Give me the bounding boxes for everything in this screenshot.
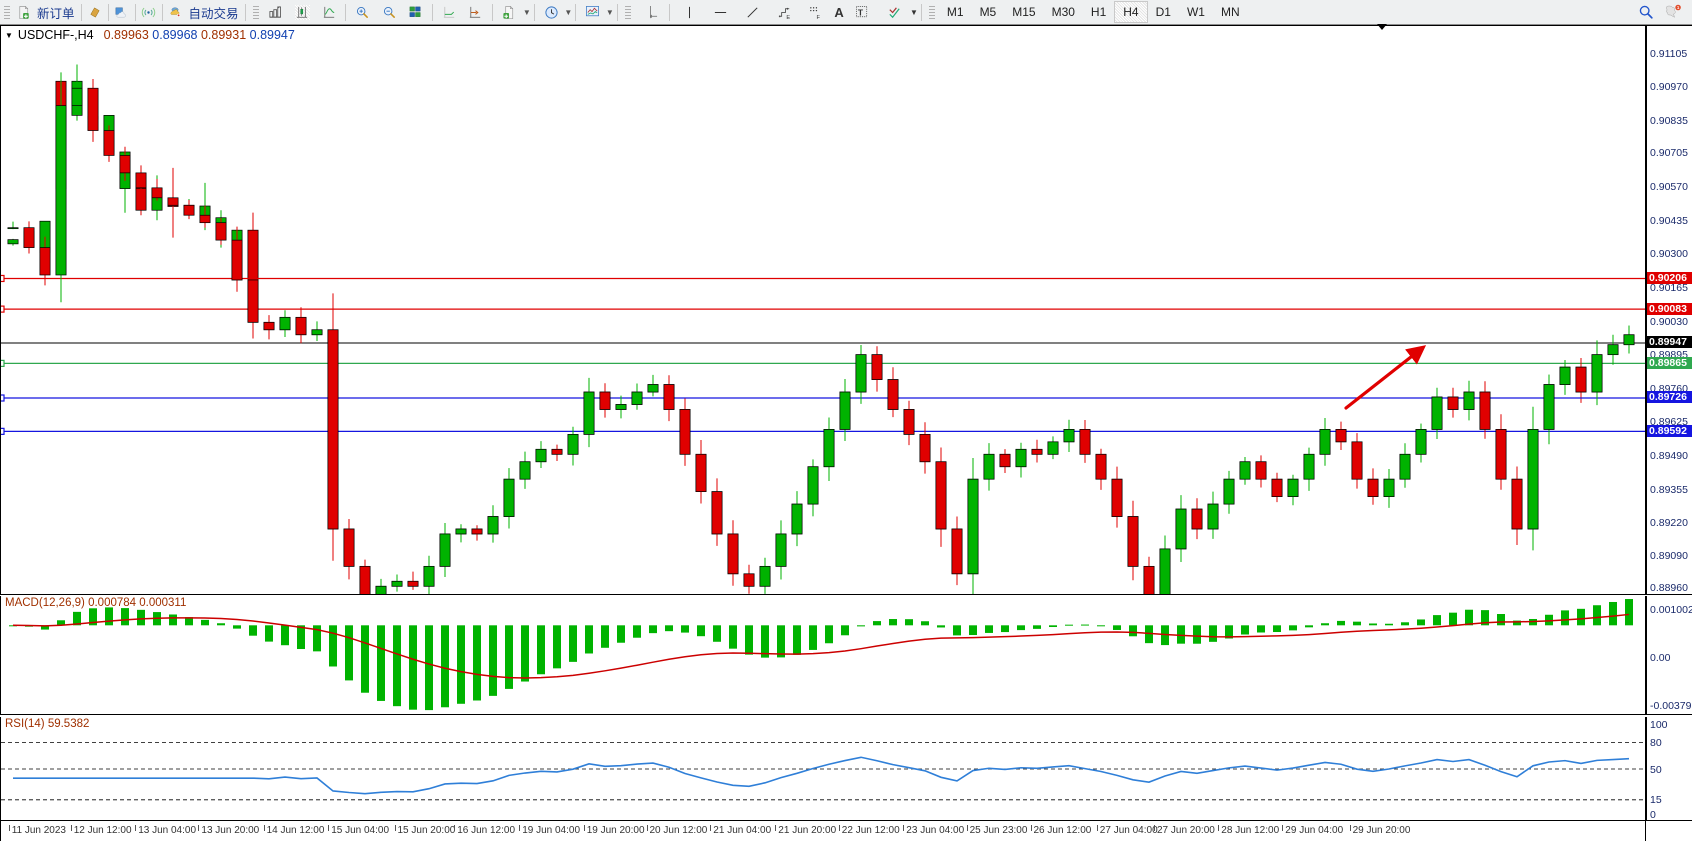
svg-text:F: F — [817, 15, 821, 20]
svg-text:E: E — [786, 15, 790, 20]
svg-text:T: T — [858, 7, 864, 17]
